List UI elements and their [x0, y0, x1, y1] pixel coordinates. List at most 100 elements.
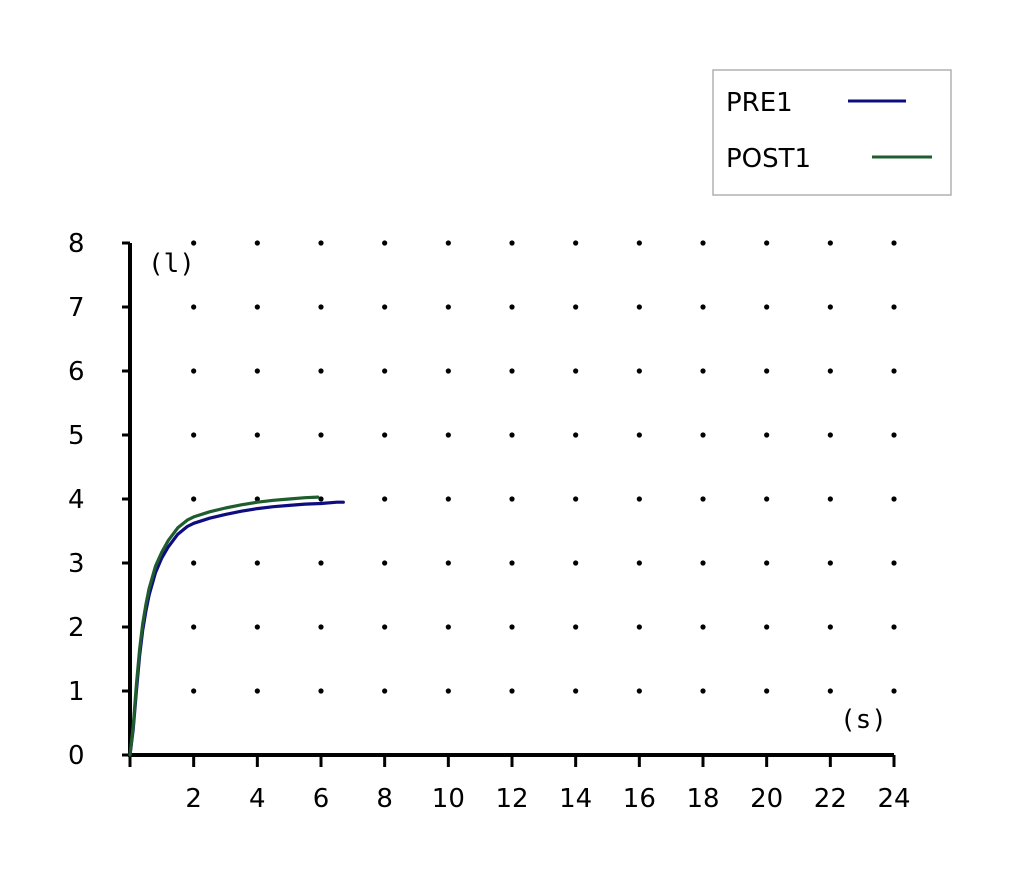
y-tick-label: 6	[68, 357, 85, 387]
grid-dot	[254, 240, 260, 246]
grid-dot	[827, 432, 833, 438]
grid-dot	[254, 496, 260, 502]
grid-dot	[573, 624, 579, 630]
x-tick-label: 12	[495, 784, 528, 814]
grid-dot	[382, 240, 388, 246]
grid-dot	[445, 240, 451, 246]
grid-dot	[191, 496, 197, 502]
grid-dot	[191, 240, 197, 246]
grid-dots	[191, 240, 897, 694]
grid-dot	[318, 496, 324, 502]
grid-dot	[191, 432, 197, 438]
grid-dot	[700, 304, 706, 310]
grid-dot	[636, 624, 642, 630]
x-tick-label: 4	[249, 784, 266, 814]
x-tick-label: 18	[686, 784, 719, 814]
grid-dot	[700, 560, 706, 566]
y-unit-label: (l)	[148, 249, 195, 279]
x-tick-label: 24	[877, 784, 910, 814]
grid-dot	[891, 624, 897, 630]
y-tick-label: 0	[68, 741, 85, 771]
grid-dot	[891, 368, 897, 374]
grid-dot	[827, 624, 833, 630]
grid-dot	[382, 560, 388, 566]
grid-dot	[318, 432, 324, 438]
grid-dot	[573, 368, 579, 374]
grid-dot	[764, 240, 770, 246]
grid-dot	[318, 560, 324, 566]
y-tick-label: 2	[68, 613, 85, 643]
series-lines	[128, 495, 345, 757]
x-tick-label: 14	[559, 784, 592, 814]
grid-dot	[700, 240, 706, 246]
grid-dot	[636, 432, 642, 438]
grid-dot	[382, 368, 388, 374]
grid-dot	[827, 368, 833, 374]
grid-dot	[382, 624, 388, 630]
grid-dot	[573, 496, 579, 502]
grid-dot	[573, 304, 579, 310]
grid-dot	[382, 432, 388, 438]
grid-dot	[891, 304, 897, 310]
grid-dot	[764, 688, 770, 694]
grid-dot	[764, 624, 770, 630]
grid-dot	[891, 240, 897, 246]
grid-dot	[445, 624, 451, 630]
grid-dot	[827, 688, 833, 694]
grid-dot	[254, 560, 260, 566]
grid-dot	[827, 496, 833, 502]
grid-dot	[509, 304, 515, 310]
series-line-pre1	[128, 500, 345, 757]
grid-dot	[573, 240, 579, 246]
grid-dot	[509, 496, 515, 502]
grid-dot	[573, 560, 579, 566]
legend-label-pre1: PRE1	[726, 88, 793, 118]
grid-dot	[445, 304, 451, 310]
grid-dot	[191, 624, 197, 630]
grid-dot	[191, 368, 197, 374]
grid-dot	[764, 496, 770, 502]
series-line-post1	[128, 495, 320, 757]
grid-dot	[191, 688, 197, 694]
x-tick-label: 20	[750, 784, 783, 814]
grid-dot	[509, 624, 515, 630]
grid-dot	[509, 240, 515, 246]
grid-dot	[318, 688, 324, 694]
grid-dot	[318, 624, 324, 630]
grid-dot	[764, 560, 770, 566]
grid-dot	[891, 432, 897, 438]
y-tick-label: 8	[68, 229, 85, 259]
x-tick-label: 8	[376, 784, 393, 814]
x-tick-label: 6	[313, 784, 330, 814]
grid-dot	[191, 304, 197, 310]
x-tick-label: 10	[432, 784, 465, 814]
legend-label-post1: POST1	[726, 144, 811, 174]
y-tick-label: 4	[68, 485, 85, 515]
grid-dot	[827, 240, 833, 246]
grid-dot	[636, 304, 642, 310]
grid-dot	[636, 240, 642, 246]
grid-dot	[700, 624, 706, 630]
legend: PRE1 POST1	[712, 69, 952, 196]
grid-dot	[636, 368, 642, 374]
grid-dot	[636, 496, 642, 502]
grid-dot	[191, 560, 197, 566]
grid-dot	[891, 688, 897, 694]
x-tick-label: 16	[623, 784, 656, 814]
grid-dot	[700, 496, 706, 502]
y-tick-label: 5	[68, 421, 85, 451]
grid-dot	[382, 304, 388, 310]
grid-dot	[573, 688, 579, 694]
grid-dot	[509, 560, 515, 566]
grid-dot	[891, 496, 897, 502]
grid-dot	[254, 688, 260, 694]
grid-dot	[509, 432, 515, 438]
grid-dot	[254, 304, 260, 310]
grid-dot	[318, 304, 324, 310]
grid-dot	[445, 560, 451, 566]
grid-dot	[700, 688, 706, 694]
grid-dot	[318, 368, 324, 374]
x-tick-label: 22	[814, 784, 847, 814]
grid-dot	[445, 432, 451, 438]
